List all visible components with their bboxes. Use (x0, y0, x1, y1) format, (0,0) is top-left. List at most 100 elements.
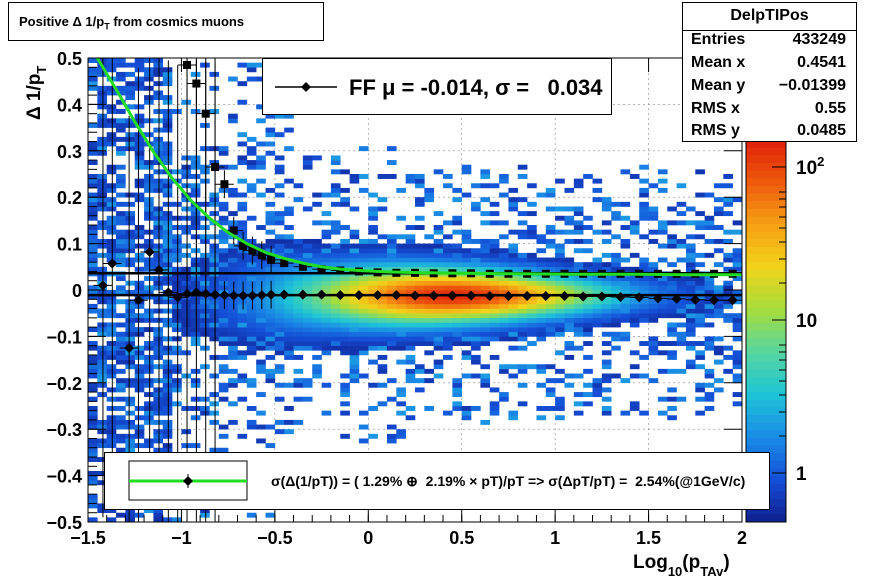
heatmap-cell (461, 313, 472, 319)
heatmap-cell (265, 220, 276, 226)
heatmap-cell (237, 220, 248, 226)
stats-label: Entries (691, 31, 746, 48)
heatmap-cell (620, 336, 631, 342)
heatmap-cell (209, 401, 220, 407)
heatmap-cell (106, 290, 117, 295)
data-point (559, 291, 570, 302)
heatmap-cell (246, 276, 257, 282)
heatmap-cell (368, 290, 378, 295)
heatmap-cell (685, 285, 696, 291)
heatmap-cell (162, 113, 173, 119)
heatmap-cell (629, 229, 640, 235)
heatmap-cell (517, 364, 528, 370)
heatmap-cell (648, 285, 659, 291)
heatmap-cell (246, 164, 257, 170)
heatmap-cell (162, 364, 173, 370)
heatmap-cell (704, 276, 715, 282)
heatmap-cell (284, 266, 294, 272)
heatmap-cell (106, 303, 117, 309)
y-tick-label: 0.3 (57, 142, 82, 162)
heatmap-cell (340, 345, 350, 351)
heatmap-cell (200, 62, 210, 68)
heatmap-cell (181, 327, 192, 333)
heatmap-cell (443, 183, 453, 189)
x-tick-label: 2 (737, 528, 747, 548)
heatmap-cell (144, 443, 154, 449)
heatmap-cell (377, 354, 388, 360)
heatmap-cell (695, 387, 705, 393)
heatmap-cell (340, 350, 350, 356)
heatmap-cell (106, 141, 117, 147)
heatmap-cell (704, 322, 715, 328)
palette-step (746, 369, 786, 378)
heatmap-cell (228, 192, 238, 198)
heatmap-cell (583, 238, 593, 244)
heatmap-cell (555, 229, 565, 235)
heatmap-cell (134, 229, 145, 235)
heatmap-cell (667, 415, 677, 421)
heatmap-cell (648, 350, 659, 356)
data-point (107, 258, 118, 269)
heatmap-cell (340, 290, 350, 295)
heatmap-cell (153, 294, 164, 300)
heatmap-cell (274, 317, 285, 323)
heatmap-cell (302, 336, 313, 342)
heatmap-cell (88, 266, 98, 272)
heatmap-cell (88, 443, 98, 449)
heatmap-cell (601, 294, 612, 300)
heatmap-cell (489, 354, 500, 360)
heatmap-cell (284, 285, 294, 291)
heatmap-cell (218, 146, 229, 152)
heatmap-cell (471, 327, 481, 333)
heatmap-cell (405, 331, 416, 337)
heatmap-cell (601, 313, 612, 319)
heatmap-cell (153, 215, 164, 221)
heatmap-cell (125, 201, 136, 207)
heatmap-cell (508, 345, 519, 351)
heatmap-cell (302, 243, 313, 249)
heatmap-cell (732, 359, 743, 365)
heatmap-cell (134, 364, 145, 370)
heatmap-cell (228, 308, 238, 314)
heatmap-cell (657, 220, 668, 226)
heatmap-cell (237, 201, 248, 207)
heatmap-cell (162, 192, 173, 198)
heatmap-cell (209, 85, 220, 91)
heatmap-cell (274, 322, 285, 328)
heatmap-cell (611, 308, 621, 314)
heatmap-cell (302, 164, 313, 170)
heatmap-cell (648, 206, 659, 212)
heatmap-cell (340, 303, 350, 309)
palette-step (746, 361, 786, 370)
heatmap-cell (153, 243, 164, 249)
heatmap-cell (536, 415, 547, 421)
heatmap-cell (340, 322, 350, 328)
heatmap-cell (162, 359, 173, 365)
heatmap-cell (433, 262, 444, 268)
heatmap-cell (723, 257, 733, 263)
heatmap-cell (190, 234, 201, 240)
heatmap-cell (461, 248, 472, 254)
heatmap-cell (218, 364, 229, 370)
heatmap-cell (256, 317, 266, 323)
heatmap-cell (648, 183, 659, 189)
heatmap-cell (667, 327, 677, 333)
heatmap-cell (153, 62, 164, 68)
heatmap-cell (443, 299, 453, 305)
heatmap-cell (125, 132, 136, 138)
heatmap-cell (97, 136, 107, 142)
heatmap-cell (284, 262, 294, 268)
heatmap-cell (443, 290, 453, 295)
heatmap-cell (88, 58, 98, 63)
heatmap-cell (293, 299, 304, 305)
heatmap-cell (480, 257, 491, 263)
heatmap-cell (368, 341, 378, 346)
heatmap-cell (88, 290, 98, 295)
heatmap-cell (153, 433, 164, 439)
heatmap-cell (88, 406, 98, 411)
heatmap-cell (181, 373, 192, 379)
heatmap-cell (125, 327, 136, 333)
heatmap-cell (321, 336, 332, 342)
heatmap-cell (377, 266, 388, 272)
heatmap-cell (489, 220, 500, 226)
